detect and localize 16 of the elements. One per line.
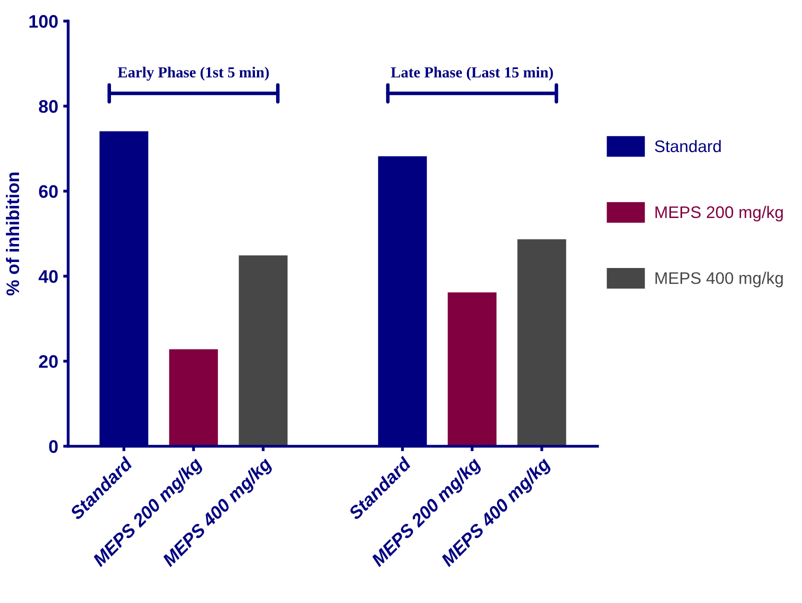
bar xyxy=(448,292,496,446)
legend-label: MEPS 400 mg/kg xyxy=(656,272,783,288)
bar xyxy=(517,239,566,446)
bar xyxy=(238,255,288,446)
y-tick-label: 0 xyxy=(49,440,58,453)
y-tick-label: 60 xyxy=(39,185,58,198)
bar xyxy=(169,349,218,446)
y-tick-label: 40 xyxy=(38,270,58,283)
y-tick-label: 20 xyxy=(38,355,58,368)
y-tick-label: 100 xyxy=(29,15,58,28)
legend-label: Standard xyxy=(654,140,721,152)
y-tick-label: 80 xyxy=(38,100,58,113)
legend-label: MEPS 200 mg/kg xyxy=(656,206,783,222)
annotation: Early Phase (1st 5 min) xyxy=(118,66,269,81)
y-axis-title: % of inhibition xyxy=(6,172,20,296)
annotation: Late Phase (Last 15 min) xyxy=(390,66,553,81)
